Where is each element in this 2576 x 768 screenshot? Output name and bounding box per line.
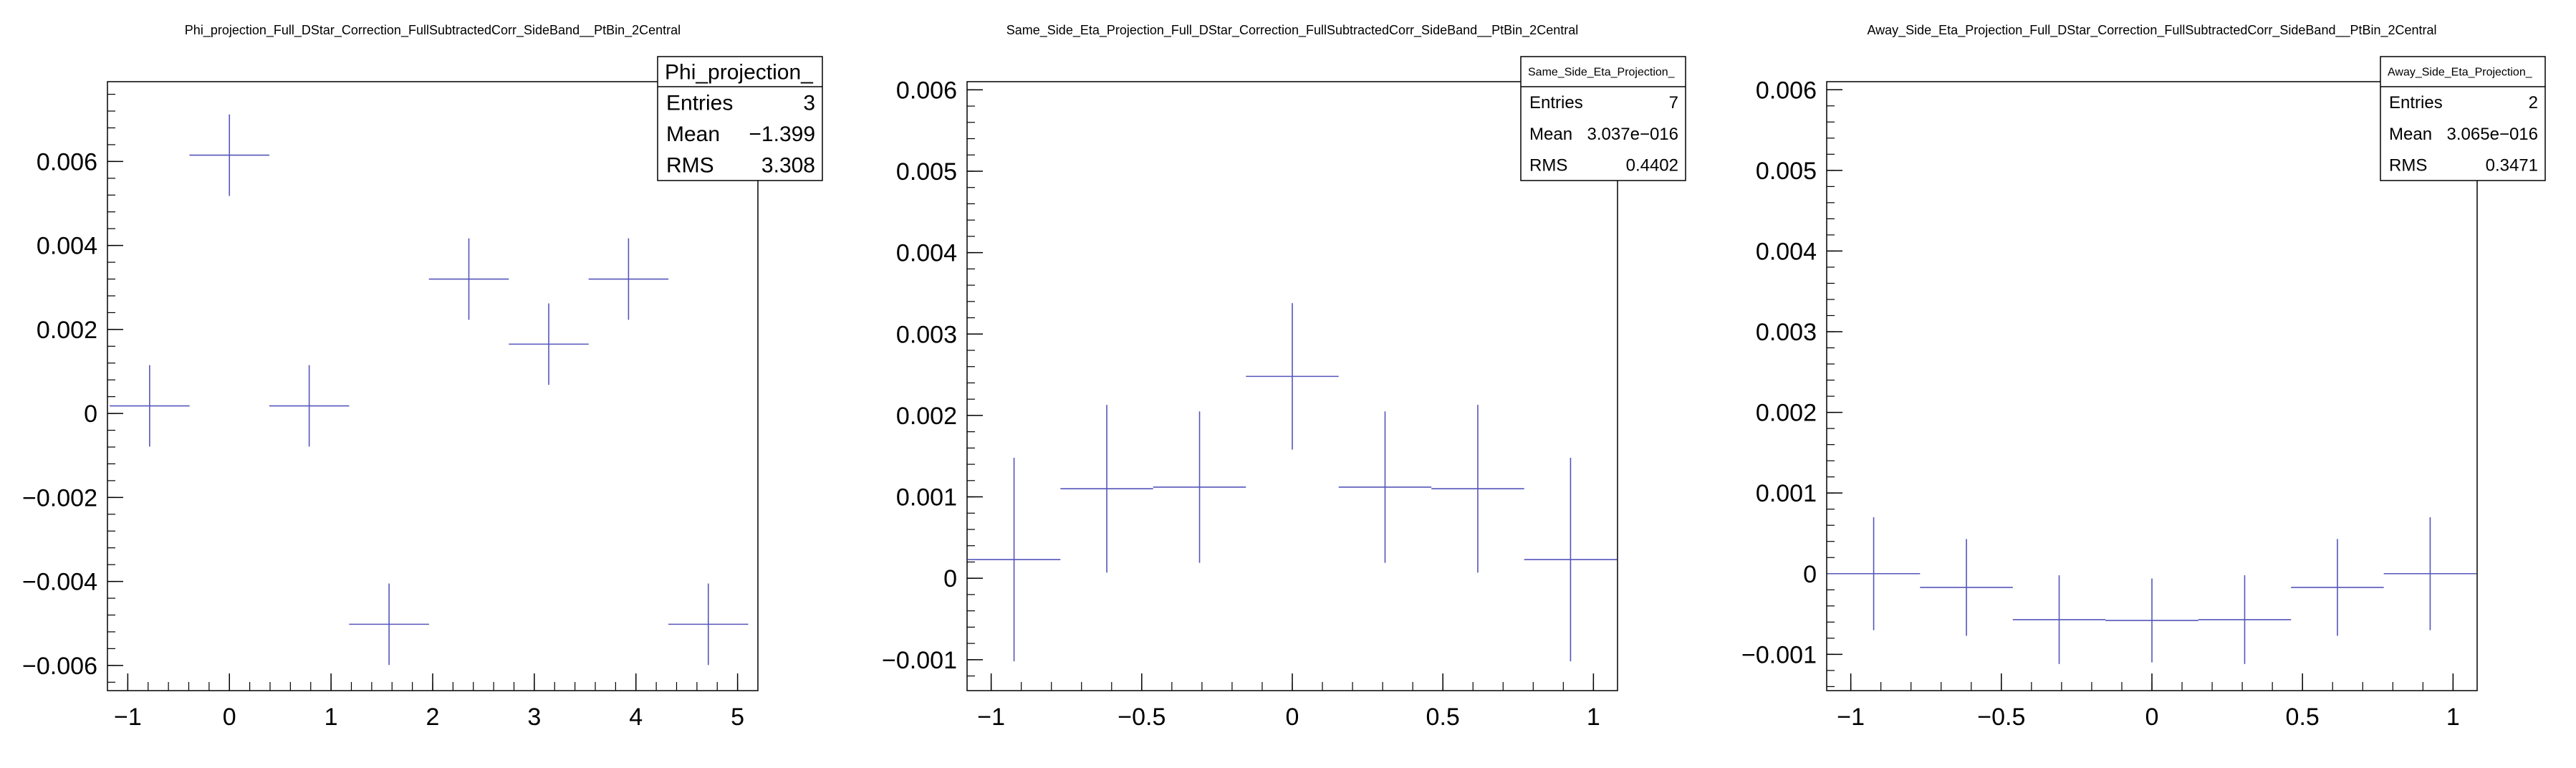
y-tick-label: 0.002 — [37, 317, 97, 344]
x-tick-label: 2 — [426, 704, 440, 731]
y-tick-label: 0 — [84, 400, 97, 428]
data-point — [1431, 405, 1524, 573]
stats-row-label: RMS — [2389, 156, 2427, 176]
y-tick-label: 0.004 — [37, 233, 97, 260]
data-point — [1153, 411, 1246, 563]
stats-row-value: 0.3471 — [2486, 156, 2538, 176]
stats-row-value: 7 — [1669, 93, 1678, 112]
stats-box-name: Same_Side_Eta_Projection_ — [1528, 67, 1676, 79]
phi-projection-title: Phi_projection_Full_DStar_Correction_Ful… — [185, 23, 681, 38]
y-tick-label: 0.006 — [896, 77, 957, 104]
data-point — [1827, 517, 1921, 630]
stats-row-label: Entries — [666, 91, 733, 115]
x-tick-label: −0.5 — [1977, 704, 2025, 731]
data-point — [1246, 303, 1339, 450]
y-tick-label: −0.002 — [22, 484, 97, 512]
y-tick-label: 0.004 — [1756, 238, 1817, 265]
x-tick-label: 3 — [527, 704, 541, 731]
stats-box-name: Phi_projection_ — [665, 61, 814, 85]
stats-row-value: −1.399 — [749, 123, 815, 146]
data-point — [269, 365, 350, 447]
stats-row-label: Entries — [2389, 93, 2443, 112]
stats-box-frame — [1520, 56, 1686, 181]
phi-projection-panel: Phi_projection_Full_DStar_Correction_Ful… — [0, 0, 860, 768]
phi-projection-chart: Phi_projection_Full_DStar_Correction_Ful… — [22, 23, 823, 731]
y-tick-label: 0.003 — [896, 321, 957, 348]
x-tick-label: 0 — [1286, 704, 1299, 731]
y-tick-label: 0.006 — [37, 148, 97, 176]
y-tick-label: 0.002 — [896, 403, 957, 430]
stats-row-value: 3 — [803, 91, 815, 115]
y-tick-label: −0.001 — [882, 647, 957, 674]
x-tick-label: 0.5 — [2286, 704, 2320, 731]
data-point — [428, 238, 509, 320]
stats-row-value: 3.308 — [761, 154, 815, 178]
x-tick-label: −1 — [1837, 704, 1865, 731]
x-tick-label: 0 — [223, 704, 236, 731]
y-tick-label: 0.003 — [1756, 319, 1817, 346]
y-tick-label: 0.006 — [1756, 77, 1817, 104]
y-tick-label: −0.001 — [1741, 641, 1817, 668]
data-point — [1338, 411, 1432, 563]
stats-box-frame — [2380, 56, 2546, 181]
data-point — [1524, 458, 1618, 662]
data-point — [588, 238, 669, 320]
away-side-eta-panel: Away_Side_Eta_Projection_Full_DStar_Corr… — [1719, 0, 2576, 768]
stats-row-label: RMS — [666, 154, 714, 178]
y-tick-label: 0.004 — [896, 240, 957, 267]
x-tick-label: 5 — [731, 704, 744, 731]
away-side-eta-title: Away_Side_Eta_Projection_Full_DStar_Corr… — [1867, 23, 2436, 38]
data-point — [349, 583, 429, 666]
x-tick-label: −1 — [114, 704, 142, 731]
data-point — [2291, 539, 2384, 636]
y-tick-label: −0.004 — [22, 569, 97, 596]
stats-box: Phi_projection_ Entries 3 Mean −1.399 RMS 3.30… — [657, 56, 823, 181]
y-tick-label: 0.001 — [896, 484, 957, 512]
same-side-eta-chart: Same_Side_Eta_Projection_Full_DStar_Corr… — [882, 23, 1686, 731]
y-tick-label: 0.002 — [1756, 400, 1817, 427]
stats-row-value: 3.065e−016 — [2447, 125, 2538, 144]
x-tick-label: 0.5 — [1426, 704, 1460, 731]
y-tick-label: 0.005 — [896, 158, 957, 186]
stats-box-name: Away_Side_Eta_Projection_ — [2388, 67, 2533, 79]
stats-box-frame — [657, 56, 823, 181]
stats-row-label: Mean — [2389, 125, 2432, 144]
data-point — [189, 114, 270, 196]
data-point — [110, 365, 190, 447]
data-point — [509, 303, 589, 385]
x-tick-label: 1 — [2446, 704, 2460, 731]
stats-box: Away_Side_Eta_Projection_ Entries 2 Mean 3.0… — [2380, 56, 2546, 181]
x-tick-label: −1 — [977, 704, 1005, 731]
y-tick-label: −0.006 — [22, 653, 97, 680]
x-tick-label: −0.5 — [1118, 704, 1166, 731]
y-tick-label: 0.005 — [1756, 158, 1817, 185]
stats-row-label: Mean — [666, 123, 720, 146]
data-point — [2198, 575, 2292, 664]
same-side-eta-title: Same_Side_Eta_Projection_Full_DStar_Corr… — [1006, 23, 1578, 38]
y-tick-label: 0 — [943, 565, 957, 592]
stats-row-label: Mean — [1529, 125, 1572, 144]
data-point — [1920, 539, 2013, 636]
data-point — [2383, 517, 2477, 630]
data-point — [1060, 405, 1153, 573]
stats-row-value: 3.037e−016 — [1587, 125, 1678, 144]
stats-row-label: RMS — [1529, 156, 1567, 176]
y-tick-label: 0 — [1803, 561, 1817, 588]
stats-row-value: 2 — [2529, 93, 2538, 112]
x-tick-label: 4 — [629, 704, 643, 731]
away-side-eta-chart: Away_Side_Eta_Projection_Full_DStar_Corr… — [1741, 23, 2546, 731]
data-point — [2012, 575, 2106, 664]
data-point — [967, 458, 1061, 662]
stats-row-label: Entries — [1529, 93, 1583, 112]
data-point — [2105, 578, 2198, 663]
stats-box: Same_Side_Eta_Projection_ Entries 7 Mean 3.0… — [1520, 56, 1686, 181]
x-tick-label: 0 — [2145, 704, 2159, 731]
same-side-eta-panel: Same_Side_Eta_Projection_Full_DStar_Corr… — [860, 0, 1719, 768]
x-tick-label: 1 — [1587, 704, 1600, 731]
stats-row-value: 0.4402 — [1626, 156, 1678, 176]
y-tick-label: 0.001 — [1756, 480, 1817, 507]
x-tick-label: 1 — [325, 704, 338, 731]
data-point — [668, 583, 749, 666]
